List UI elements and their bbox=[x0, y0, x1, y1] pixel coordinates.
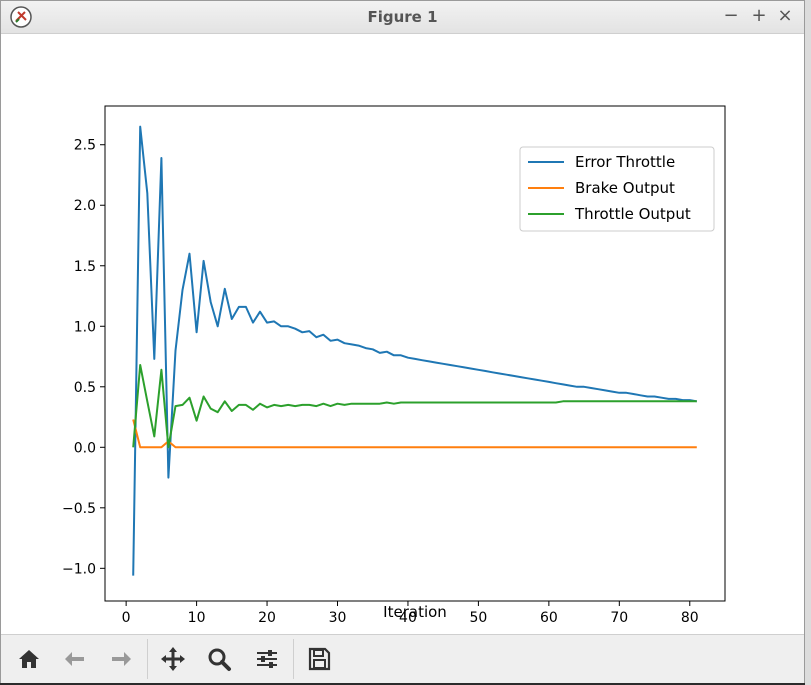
back-button[interactable] bbox=[59, 643, 91, 675]
y-axis: −1.0 −0.5 0.0 0.5 1.0 1.5 2.0 2.5 bbox=[62, 138, 105, 577]
x-axis-label: Iteration bbox=[383, 603, 447, 621]
minimize-icon: − bbox=[723, 5, 739, 26]
background-window-edge bbox=[805, 0, 811, 685]
y-tick-label: 2.5 bbox=[74, 138, 96, 154]
save-icon bbox=[308, 647, 331, 671]
configure-subplots-button[interactable] bbox=[251, 643, 283, 675]
y-tick-label: −1.0 bbox=[62, 561, 96, 577]
title-bar[interactable]: Figure 1 − + × bbox=[1, 1, 804, 34]
x-tick-label: 60 bbox=[540, 610, 558, 626]
x-tick-label: 30 bbox=[329, 610, 347, 626]
save-button[interactable] bbox=[303, 643, 335, 675]
y-tick-label: 1.5 bbox=[74, 259, 96, 275]
back-arrow-icon bbox=[65, 652, 84, 666]
legend-label: Error Throttle bbox=[575, 153, 675, 171]
forward-button[interactable] bbox=[105, 643, 137, 675]
x-tick-label: 0 bbox=[122, 610, 131, 626]
configure-subplots-icon bbox=[257, 650, 277, 668]
x-tick-label: 10 bbox=[188, 610, 206, 626]
legend-label: Brake Output bbox=[575, 179, 675, 197]
maximize-button[interactable]: + bbox=[749, 5, 769, 26]
home-icon bbox=[19, 650, 39, 668]
pan-button[interactable] bbox=[157, 643, 189, 675]
x-axis: 0 10 20 30 40 50 60 70 80 bbox=[122, 601, 699, 626]
x-tick-label: 70 bbox=[610, 610, 628, 626]
series-line-error-throttle bbox=[132, 125, 697, 576]
window-title: Figure 1 bbox=[367, 8, 438, 26]
y-tick-label: 0.5 bbox=[74, 380, 96, 396]
maximize-icon: + bbox=[751, 5, 767, 26]
app-icon bbox=[10, 6, 32, 28]
zoom-icon bbox=[208, 648, 231, 671]
figure-canvas[interactable]: 0 10 20 30 40 50 60 70 80 −1.0 −0.5 0.0 0.5 1.0 1.5 2.… bbox=[1, 34, 804, 634]
navigation-toolbar bbox=[1, 634, 804, 683]
minimize-button[interactable]: − bbox=[721, 5, 741, 26]
legend: Error Throttle Brake Output Throttle Outpu… bbox=[519, 146, 715, 232]
legend-box bbox=[519, 146, 715, 232]
close-button[interactable]: × bbox=[775, 5, 795, 26]
y-tick-label: 1.0 bbox=[74, 319, 96, 335]
y-tick-label: −0.5 bbox=[62, 501, 96, 517]
x-tick-label: 80 bbox=[681, 610, 699, 626]
series-lines bbox=[132, 125, 697, 576]
x-tick-label: 20 bbox=[258, 610, 276, 626]
zoom-button[interactable] bbox=[203, 643, 235, 675]
toolbar-separator bbox=[293, 639, 294, 679]
home-button[interactable] bbox=[13, 643, 45, 675]
line-chart: 0 10 20 30 40 50 60 70 80 −1.0 −0.5 0.0 0.5 1.0 1.5 2.… bbox=[62, 105, 726, 626]
series-line-throttle-output bbox=[132, 364, 697, 449]
toolbar-separator bbox=[147, 639, 148, 679]
series-line-brake-output bbox=[132, 419, 697, 449]
x-tick-label: 50 bbox=[469, 610, 487, 626]
close-icon: × bbox=[777, 5, 793, 26]
legend-label: Throttle Output bbox=[574, 205, 691, 223]
forward-arrow-icon bbox=[112, 652, 131, 666]
y-tick-label: 2.0 bbox=[74, 198, 96, 214]
x-tick-label: 40 bbox=[399, 610, 417, 626]
pan-icon bbox=[161, 647, 185, 671]
y-tick-label: 0.0 bbox=[74, 440, 96, 456]
